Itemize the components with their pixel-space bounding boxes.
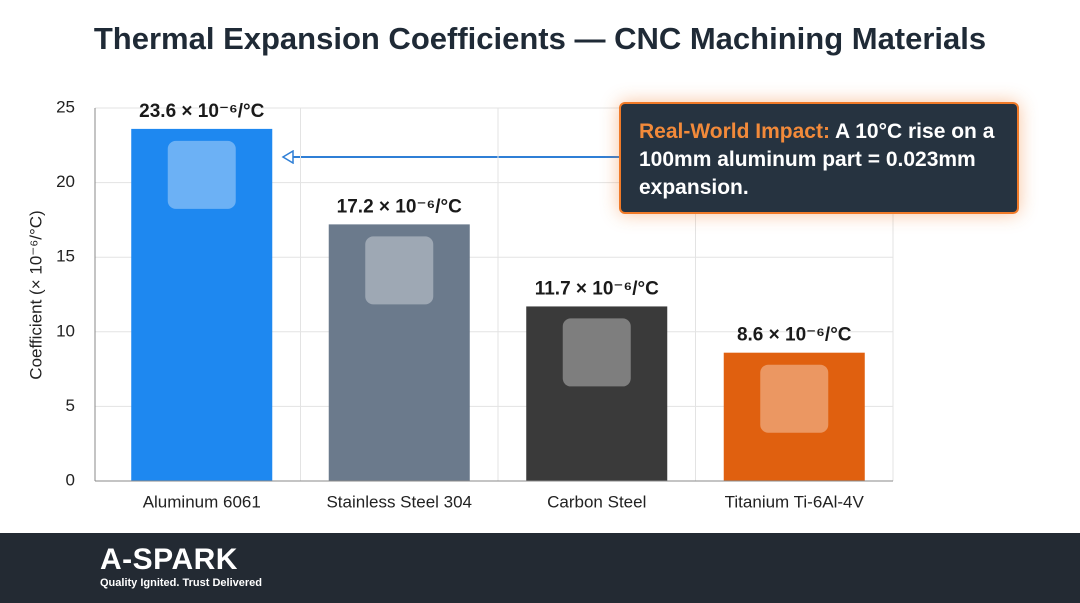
value-label: 23.6 × 10⁻⁶/°C bbox=[139, 101, 264, 122]
y-tick-label: 25 bbox=[56, 97, 75, 116]
x-tick-label: Carbon Steel bbox=[547, 492, 646, 511]
material-image bbox=[167, 140, 236, 209]
y-tick-label: 0 bbox=[66, 470, 75, 489]
y-tick-label: 10 bbox=[56, 321, 75, 340]
x-tick-label: Titanium Ti-6Al-4V bbox=[725, 492, 865, 511]
callout-highlight: Real-World Impact: bbox=[639, 120, 830, 143]
y-tick-label: 20 bbox=[56, 172, 75, 191]
y-axis-label: Coefficient (× 10⁻⁶/°C) bbox=[26, 210, 45, 379]
callout-text: A 10°C rise on a 100mm aluminum part = 0… bbox=[639, 120, 995, 199]
bar bbox=[131, 128, 273, 481]
material-image bbox=[365, 236, 434, 305]
value-label: 11.7 × 10⁻⁶/°C bbox=[535, 278, 659, 299]
tagline: Quality Ignited. Trust Delivered bbox=[100, 577, 262, 589]
material-image bbox=[562, 318, 631, 387]
value-label: 17.2 × 10⁻⁶/°C bbox=[337, 196, 462, 217]
callout: Real-World Impact: A 10°C rise on a 100m… bbox=[619, 102, 1019, 214]
brand: A-SPARK bbox=[100, 543, 238, 576]
x-tick-label: Aluminum 6061 bbox=[143, 492, 261, 511]
bar bbox=[328, 224, 470, 481]
y-tick-label: 5 bbox=[66, 396, 75, 415]
chart-title: Thermal Expansion Coefficients — CNC Mac… bbox=[94, 21, 986, 56]
bar bbox=[526, 306, 668, 481]
y-tick-label: 15 bbox=[56, 247, 75, 266]
x-tick-label: Stainless Steel 304 bbox=[326, 492, 472, 511]
footer: A-SPARK Quality Ignited. Trust Delivered bbox=[0, 533, 1080, 603]
value-label: 8.6 × 10⁻⁶/°C bbox=[737, 325, 852, 346]
bar bbox=[723, 352, 865, 481]
material-image bbox=[760, 364, 829, 433]
